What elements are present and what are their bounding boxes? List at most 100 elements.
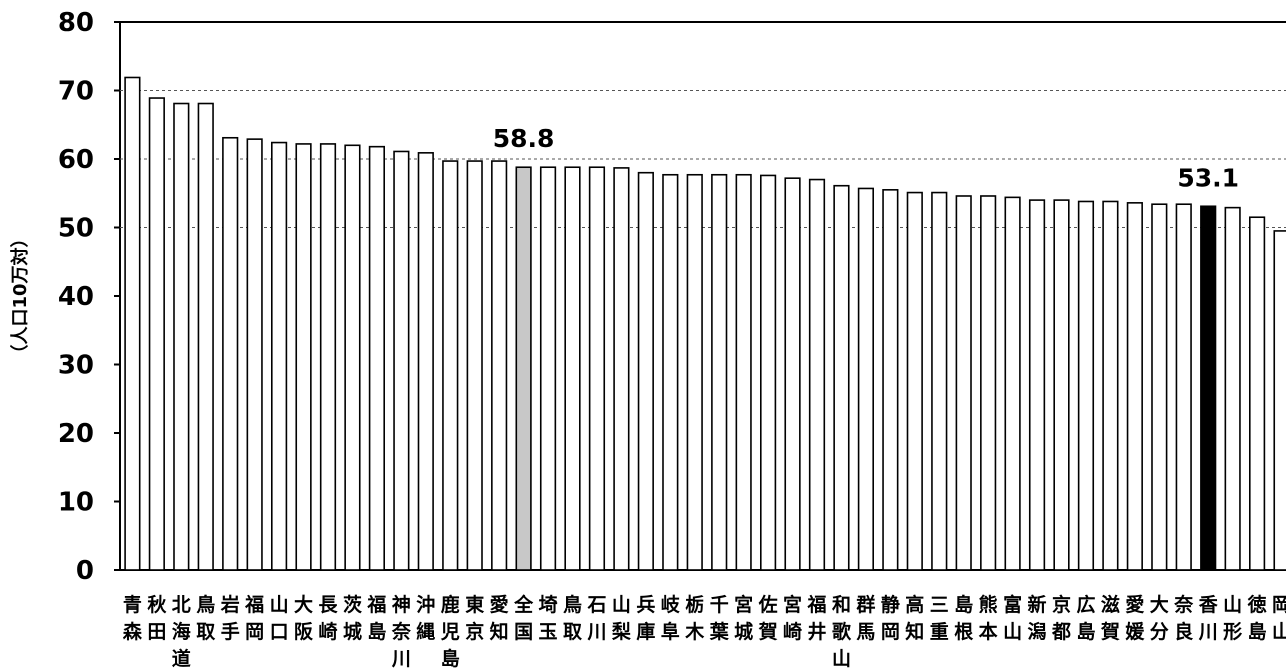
y-tick-label-60: 60 xyxy=(58,145,94,175)
x-tick-label-福井: 福井 xyxy=(806,593,826,643)
bar-北海道 xyxy=(173,102,190,571)
bar-岐阜 xyxy=(662,173,679,571)
bar-愛媛 xyxy=(1126,202,1143,571)
x-tick-label-大阪: 大阪 xyxy=(294,593,314,643)
x-tick-label-北海道: 北海道 xyxy=(172,594,191,670)
bar-長崎 xyxy=(319,143,337,571)
bar-兵庫 xyxy=(637,171,654,571)
bar-鳥取 xyxy=(197,102,214,571)
x-tick-label-佐賀: 佐賀 xyxy=(758,593,778,643)
bar-富山 xyxy=(1004,196,1021,571)
x-tick-label-福岡: 福岡 xyxy=(244,593,264,643)
bar-和歌山 xyxy=(833,184,850,571)
bar-秋田 xyxy=(148,97,165,571)
bar-東京 xyxy=(466,160,483,571)
bar-静岡 xyxy=(882,189,899,571)
data-label-全国: 58.8 xyxy=(493,124,555,153)
bar-岩手 xyxy=(222,136,239,571)
bar-鹿児島 xyxy=(442,160,459,571)
x-tick-label-栃木: 栃木 xyxy=(684,593,705,643)
bar-栃木 xyxy=(686,173,703,571)
x-tick-label-秋田: 秋田 xyxy=(147,593,167,643)
x-tick-label-茨城: 茨城 xyxy=(343,593,362,643)
bar-佐賀 xyxy=(759,174,777,571)
x-tick-label-徳島: 徳島 xyxy=(1247,593,1267,643)
y-tick-label-70: 70 xyxy=(58,77,94,107)
bar-山梨 xyxy=(613,167,630,571)
bar-滋賀 xyxy=(1102,200,1119,571)
bar-宮崎 xyxy=(784,177,801,571)
bar-山口 xyxy=(270,141,288,571)
x-tick-label-愛知: 愛知 xyxy=(490,594,509,643)
y-tick-label-20: 20 xyxy=(58,419,94,449)
bar-千葉 xyxy=(711,173,728,571)
bar-山形 xyxy=(1224,206,1241,571)
bar-鳥取 xyxy=(564,166,581,571)
bar-大分 xyxy=(1151,203,1168,571)
x-tick-label-愛媛: 愛媛 xyxy=(1124,594,1145,643)
y-tick-label-40: 40 xyxy=(58,282,94,312)
x-tick-label-広島: 広島 xyxy=(1076,593,1095,643)
bar-全国 xyxy=(515,166,532,571)
x-tick-label-和歌山: 和歌山 xyxy=(832,593,852,670)
x-tick-label-岐阜: 岐阜 xyxy=(661,594,681,643)
y-tick-label-30: 30 xyxy=(58,351,94,381)
x-tick-label-全国: 全国 xyxy=(513,593,534,643)
bar-京都 xyxy=(1053,199,1070,571)
x-tick-label-東京: 東京 xyxy=(465,593,484,643)
x-tick-label-富山: 富山 xyxy=(1003,593,1022,643)
x-tick-label-島根: 島根 xyxy=(954,593,973,643)
bar-香川 xyxy=(1200,205,1217,571)
x-tick-label-鳥取: 鳥取 xyxy=(563,593,582,643)
x-tick-label-新潟: 新潟 xyxy=(1028,593,1047,643)
x-tick-label-沖縄: 沖縄 xyxy=(416,593,435,643)
x-tick-label-群馬: 群馬 xyxy=(855,593,875,643)
x-tick-label-福島: 福島 xyxy=(366,593,386,643)
x-tick-label-埼玉: 埼玉 xyxy=(539,593,558,643)
y-tick-label-80: 80 xyxy=(58,8,94,38)
bar-大阪 xyxy=(295,143,312,571)
x-tick-label-香川: 香川 xyxy=(1198,594,1219,643)
x-tick-label-山形: 山形 xyxy=(1223,594,1242,643)
bar-福井 xyxy=(808,178,826,571)
x-tick-label-山梨: 山梨 xyxy=(611,594,632,643)
x-tick-label-鹿児島: 鹿児島 xyxy=(440,593,460,670)
y-axis-label: （人口10万対） xyxy=(9,229,31,362)
x-tick-label-長崎: 長崎 xyxy=(318,594,338,643)
x-tick-label-宮崎: 宮崎 xyxy=(783,593,802,643)
x-tick-label-山口: 山口 xyxy=(270,594,289,643)
bar-岡山 xyxy=(1273,230,1286,571)
x-tick-label-三重: 三重 xyxy=(930,594,949,643)
x-tick-label-鳥取: 鳥取 xyxy=(196,593,215,643)
y-tick-label-10: 10 xyxy=(58,488,94,518)
bar-福島 xyxy=(368,145,386,571)
bar-徳島 xyxy=(1249,216,1266,571)
x-tick-label-高知: 高知 xyxy=(905,593,924,643)
bar-高知 xyxy=(906,191,923,571)
bar-群馬 xyxy=(857,187,874,571)
x-tick-label-滋賀: 滋賀 xyxy=(1100,593,1120,643)
bar-石川 xyxy=(588,166,606,571)
x-tick-label-宮城: 宮城 xyxy=(734,593,753,643)
bar-茨城 xyxy=(344,144,361,571)
x-tick-label-神奈川: 神奈川 xyxy=(391,593,412,670)
bar-島根 xyxy=(955,195,972,571)
x-tick-label-岩手: 岩手 xyxy=(220,593,240,643)
bar-奈良 xyxy=(1175,203,1192,571)
data-label-香川: 53.1 xyxy=(1177,163,1239,192)
bar-新潟 xyxy=(1028,199,1046,571)
bar-宮城 xyxy=(735,173,752,571)
bar-沖縄 xyxy=(417,152,434,571)
bar-広島 xyxy=(1077,200,1095,571)
x-tick-label-岡山: 岡山 xyxy=(1272,594,1286,643)
x-tick-label-千葉: 千葉 xyxy=(709,594,730,643)
x-tick-label-石川: 石川 xyxy=(586,594,606,643)
x-tick-label-京都: 京都 xyxy=(1051,593,1071,643)
x-tick-label-静岡: 静岡 xyxy=(881,593,900,643)
bar-福岡 xyxy=(246,138,263,571)
y-tick-label-50: 50 xyxy=(58,214,94,244)
x-tick-label-熊本: 熊本 xyxy=(979,593,998,643)
bar-青森 xyxy=(124,76,141,571)
y-tick-label-0: 0 xyxy=(76,556,94,586)
